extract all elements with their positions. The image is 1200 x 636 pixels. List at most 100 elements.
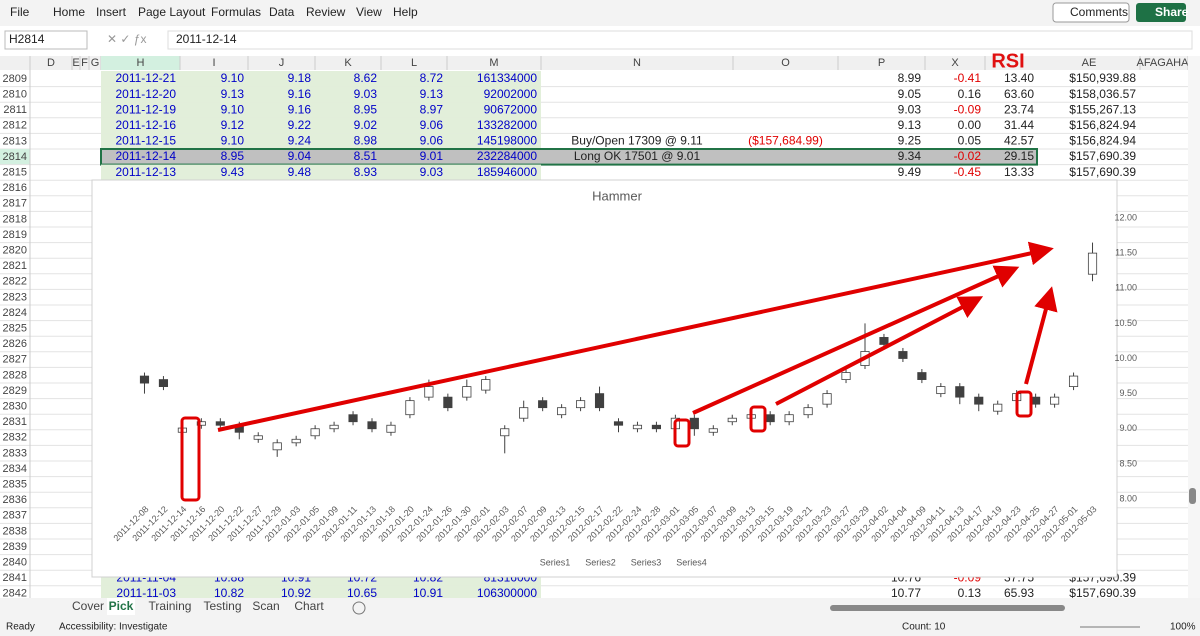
row-header: 2833 [3,447,27,459]
y-tick-label: 10.00 [1114,353,1137,363]
candle-body [727,417,737,423]
sheet-tab[interactable]: Cover [72,599,104,613]
price-cells [101,86,541,103]
price-cells [101,102,541,118]
y-tick-label: 8.50 [1119,458,1137,468]
tab-bar [0,598,1200,617]
column-header: X [951,57,959,69]
candle-body [1068,375,1079,388]
cell: 9.13 [221,87,245,101]
price-cells [101,164,541,181]
column-header: AFAGAHAI [1136,57,1191,69]
cell: 2011-12-19 [116,102,177,116]
candle-body [1031,396,1041,405]
menu-item[interactable]: Data [269,5,295,19]
cell: 9.24 [288,134,312,148]
candle-body [803,407,813,416]
row-header: 2834 [3,463,27,475]
row-header: 2817 [3,198,27,210]
cell: $156,824.94 [1069,118,1136,132]
menu-item[interactable]: Page Layout [138,5,206,19]
name-box[interactable] [4,30,88,50]
sheet-tabs: Cover Pick Training Testing Scan Chart [72,598,324,615]
cell: $156,824.94 [1069,134,1136,148]
candle-body [1087,252,1098,275]
chart-area[interactable] [91,179,1118,578]
price-cells [101,117,541,134]
row-header: 2831 [3,416,27,428]
sheet-tab[interactable]: Chart [294,599,324,613]
menu-item[interactable]: View [356,5,382,19]
sheet-tab[interactable]: Testing [203,599,241,613]
cell: -0.02 [954,149,982,163]
column-header: L [411,57,417,69]
add-sheet[interactable] [352,601,366,615]
row-header: 2827 [3,354,27,366]
candle-body [784,414,794,423]
sheet-tab[interactable]: Training [149,599,192,613]
candle-body [538,400,548,409]
cell: 0.00 [958,118,982,132]
cell: 29.15 [1004,149,1034,163]
sheet-tab[interactable]: Scan [252,599,279,613]
menu-item[interactable]: Home [53,5,85,19]
row-header: 2837 [3,510,27,522]
menu-item[interactable]: Help [393,5,418,19]
name-box-text: H2814 [9,32,45,46]
candle-body [310,428,320,437]
price-cells [101,585,541,602]
cell: 9.13 [420,87,444,101]
candle-body [822,393,832,405]
cell: 9.06 [420,118,444,132]
row-header: 2819 [3,229,27,241]
active-tab[interactable] [107,598,135,615]
column-header: N [633,57,641,69]
column-header: I [212,57,215,69]
menu-item[interactable]: Formulas [211,5,261,19]
sheet-tab[interactable]: Pick [109,599,134,613]
cell: 90672000 [484,102,538,116]
menu-item[interactable]: File [10,5,30,19]
row-header: 2830 [3,401,27,413]
cell: 65.93 [1004,586,1034,600]
column-header: P [878,57,885,69]
menu-bar [0,0,1200,26]
candle-body [462,386,472,398]
row-header: 2821 [3,260,27,272]
column-header: M [489,57,498,69]
cell: 161334000 [477,71,537,85]
cell: 9.03 [354,87,378,101]
cell: 10.65 [347,586,377,600]
cell: 2011-12-13 [116,165,177,179]
menu-item[interactable]: Insert [96,5,127,19]
cell: 42.57 [1004,134,1034,148]
column-header: K [344,57,352,69]
menu-item[interactable]: Review [306,5,346,19]
legend-entry: Series4 [676,557,707,567]
status-accessibility[interactable]: Accessibility: Investigate [59,622,168,633]
candle-body [936,386,946,395]
cell: 2011-12-15 [116,134,177,148]
candle-body [500,428,510,437]
comments-button[interactable] [1052,2,1130,23]
scroll-thumb[interactable] [1189,488,1196,504]
cell: 9.18 [288,71,312,85]
horizontal-scroll-thumb[interactable] [830,605,1065,611]
cell: $157,690.39 [1069,586,1136,600]
row-header: 2828 [3,369,27,381]
selected-row-header [0,149,30,165]
formula-input[interactable] [167,30,1193,50]
candle-body [405,400,415,416]
column-header: F [81,57,88,69]
cell: 106300000 [477,586,537,600]
cell: 63.60 [1004,87,1034,101]
vertical-scrollbar[interactable] [1188,56,1200,598]
cell: 2011-11-03 [116,586,176,600]
candle-body [443,396,453,409]
cell: 9.34 [898,149,922,163]
cell: 92002000 [484,87,538,101]
cell: 9.03 [898,102,922,116]
candle-body [386,424,396,433]
share-button[interactable] [1136,3,1186,22]
y-tick-label: 12.00 [1114,212,1137,222]
